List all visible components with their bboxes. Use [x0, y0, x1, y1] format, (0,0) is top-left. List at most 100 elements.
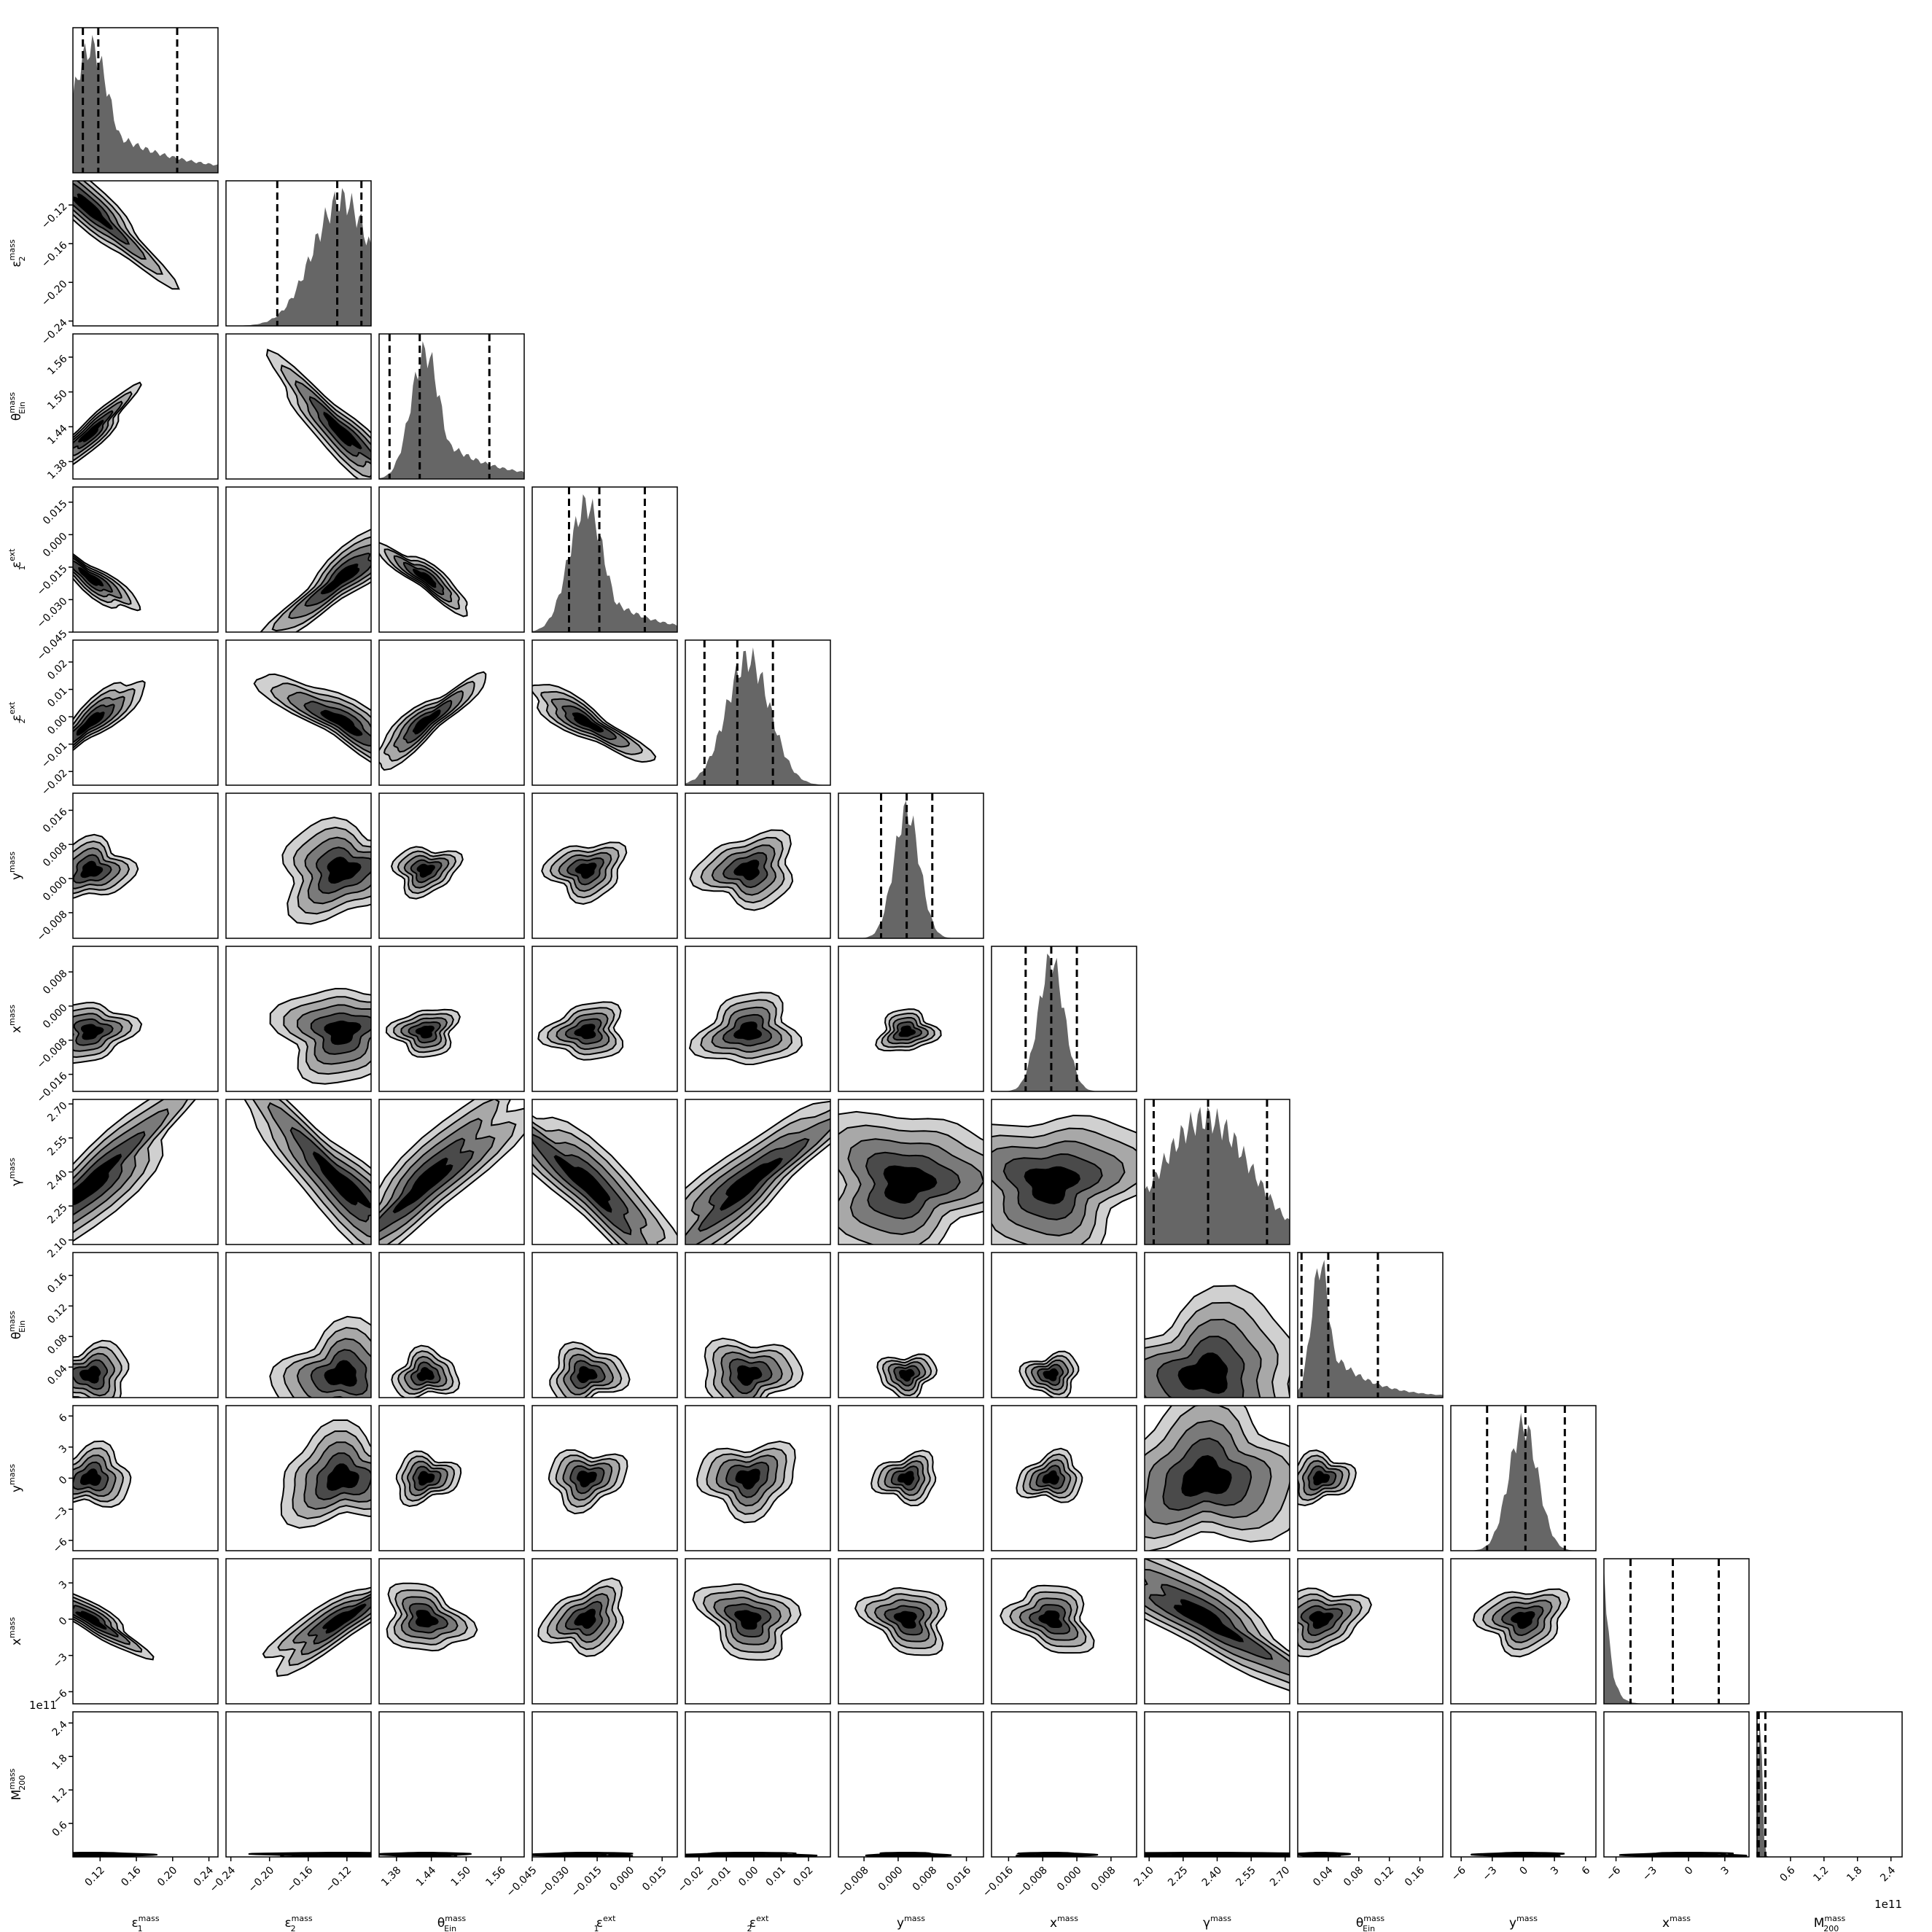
contour-level-4: [416, 863, 435, 878]
contour-x2-vs-y2: [1472, 1588, 1570, 1658]
x-tick-label-theta2-1: 0.08: [1341, 1864, 1366, 1888]
contour-x2-vs-y1: [854, 1586, 948, 1656]
contour-level-4: [1510, 1853, 1534, 1856]
x-tick-label-gamma-2: 2.40: [1200, 1864, 1224, 1888]
y-tick-label-e2-0: −0.24: [39, 317, 70, 348]
contour-level-4: [1172, 1853, 1245, 1856]
contour-level-4: [413, 1853, 437, 1856]
contour-level-4: [1511, 1610, 1535, 1629]
panel-frame-5-2: [378, 792, 525, 939]
contour-gamma-vs-g1: [532, 1115, 677, 1244]
panel-frame-2-1: [225, 333, 372, 480]
contour-level-4: [1038, 1610, 1063, 1628]
panel-frame-10-4: [685, 1558, 831, 1705]
contour-gamma-vs-y1: [838, 1110, 983, 1244]
histogram-theta: [379, 340, 524, 479]
y-tick-label-theta-0: 1.38: [45, 457, 69, 481]
y-tick-label-m200-3: 2.4: [50, 1719, 70, 1739]
contour-y1-vs-g2: [689, 829, 794, 911]
panel-frame-7-4: [685, 1099, 831, 1245]
contour-level-4: [896, 1853, 918, 1856]
panel-frame-3-0: [72, 486, 219, 633]
panel-frame-10-9: [1450, 1558, 1597, 1705]
y-tick-label-x2-3: 3: [57, 1579, 70, 1592]
histogram-e1: [73, 34, 218, 174]
contour-theta2-vs-e2: [269, 1315, 371, 1398]
contour-m200-vs-y1: [865, 1852, 952, 1857]
x-tick-label-theta-2: 1.50: [449, 1864, 473, 1888]
contour-level-4: [1173, 1599, 1244, 1643]
histogram-y2: [1451, 1412, 1596, 1551]
contour-y2-vs-y1: [870, 1449, 937, 1507]
contour-level-4: [416, 1366, 435, 1382]
contour-level-4: [415, 1610, 439, 1628]
panel-frame-8-3: [531, 1252, 678, 1398]
panel-frame-10-3: [531, 1558, 678, 1705]
y-tick-label-y2-4: 6: [57, 1412, 70, 1425]
contour-x2-vs-theta2: [1298, 1587, 1372, 1658]
contour-x1-vs-y1: [875, 1008, 942, 1052]
x-tick-label-g2-0: −0.02: [676, 1864, 706, 1895]
contour-level-4: [897, 1471, 915, 1486]
x-axis-label-gamma: γmass: [1203, 1914, 1231, 1931]
contour-level-4: [75, 1610, 107, 1630]
contour-level-4: [734, 1610, 762, 1630]
panel-frame-10-2: [378, 1558, 525, 1705]
y-axis-label-m200: Mmass200: [7, 1768, 27, 1800]
y-axis-label-e2: εmass2: [7, 239, 27, 267]
contour-g1-vs-e1: [73, 553, 141, 612]
contour-level-4: [1672, 1853, 1705, 1856]
x-tick-label-x2-2: 0: [1683, 1864, 1696, 1877]
x-axis-label-e2: εmass 2: [284, 1914, 312, 1932]
y-tick-label-theta2-2: 0.12: [45, 1302, 69, 1326]
x-tick-label-m200-1: 1.2: [1811, 1864, 1831, 1884]
contour-level-4: [412, 709, 441, 735]
y-tick-label-theta2-0: 0.04: [45, 1363, 69, 1387]
x-tick-label-gamma-0: 2.10: [1131, 1864, 1156, 1888]
x-tick-label-x1-0: −0.016: [981, 1864, 1016, 1899]
x-tick-label-y2-1: −3: [1481, 1864, 1500, 1883]
x-tick-label-gamma-1: 2.25: [1166, 1864, 1190, 1888]
contour-y2-vs-e2: [280, 1419, 371, 1529]
y-tick-label-g1-3: 0.000: [41, 531, 70, 560]
x-tick-label-theta2-0: 0.04: [1311, 1864, 1335, 1888]
y-tick-label-g1-4: 0.015: [41, 498, 70, 527]
panel-frame-6-5: [838, 946, 984, 1092]
contour-m200-vs-g1: [532, 1852, 634, 1857]
histogram-theta2: [1298, 1259, 1443, 1398]
contour-level-4: [574, 862, 597, 879]
y-tick-label-g2-2: 0.00: [45, 712, 69, 736]
contour-y2-vs-x1: [1016, 1447, 1083, 1503]
contour-level-4: [1181, 1454, 1232, 1497]
x-tick-label-theta-3: 1.56: [483, 1864, 507, 1888]
x-tick-label-y2-2: 0: [1517, 1864, 1530, 1877]
y-tick-label-g1-1: −0.030: [35, 596, 70, 631]
y-tick-label-m200-0: 0.6: [50, 1819, 70, 1839]
panel-frame-11-3: [531, 1711, 678, 1858]
panel-frame-9-3: [531, 1405, 678, 1551]
panel-frame-11-6: [991, 1711, 1137, 1858]
contour-level-4: [736, 1365, 763, 1386]
panel-frame-6-0: [72, 946, 219, 1092]
x-axis-label-x1: xmass: [1050, 1914, 1078, 1931]
contour-level-4: [322, 1603, 367, 1634]
contour-theta2-vs-e1: [73, 1339, 130, 1398]
contour-level-4: [320, 709, 363, 736]
panel-frame-8-2: [378, 1252, 525, 1398]
x-axis-label-y1: ymass: [897, 1914, 925, 1931]
x-tick-label-y2-0: −6: [1449, 1864, 1468, 1883]
contour-g2-vs-e1: [73, 680, 146, 752]
x-tick-label-x2-0: −6: [1604, 1864, 1623, 1883]
panel-frame-6-2: [378, 946, 525, 1092]
contour-level-4: [327, 1463, 359, 1491]
contour-level-4: [574, 1608, 596, 1629]
x-tick-label-y1-3: 0.016: [945, 1864, 974, 1893]
panel-frame-9-5: [838, 1405, 984, 1551]
contour-level-4: [319, 1853, 367, 1856]
y-tick-label-y2-0: −6: [51, 1536, 70, 1555]
y-tick-label-y1-2: 0.008: [41, 841, 70, 870]
y-axis-label-theta2: θmassEin: [7, 1311, 27, 1340]
contour-level-4: [883, 1165, 938, 1204]
contour-gamma-vs-theta: [379, 1099, 524, 1244]
panel-frame-5-1: [225, 792, 372, 939]
